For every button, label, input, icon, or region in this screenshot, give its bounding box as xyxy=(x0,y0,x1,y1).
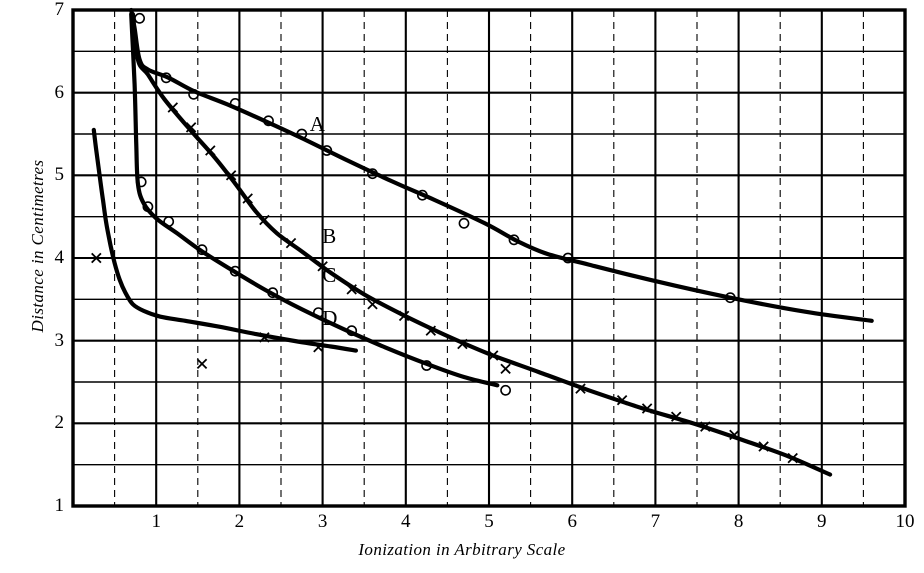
x-tick-label: 8 xyxy=(733,511,744,532)
y-tick-label: 3 xyxy=(54,329,65,351)
marker-circle-c xyxy=(142,201,154,213)
marker-cross-b xyxy=(285,237,297,249)
x-tick-label: 1 xyxy=(151,511,161,532)
marker-circle-a xyxy=(321,145,333,156)
marker-circle-a xyxy=(416,189,428,201)
marker-cross-b xyxy=(670,411,682,422)
curve-c xyxy=(129,12,500,388)
y-tick-label: 6 xyxy=(54,81,65,103)
marker-circle-a xyxy=(296,128,308,140)
marker-cross-b xyxy=(167,102,179,113)
marker-cross-b xyxy=(225,170,237,181)
marker-circle-a xyxy=(562,252,574,264)
marker-cross-b xyxy=(616,394,628,406)
marker-circle-a xyxy=(188,88,199,100)
marker-cross-b xyxy=(367,299,378,310)
marker-cross-d xyxy=(196,358,208,370)
marker-circle-c xyxy=(229,265,241,277)
marker-cross-b xyxy=(346,284,357,295)
marker-circle-c xyxy=(421,360,432,371)
y-tick-label: 2 xyxy=(54,412,65,434)
y-tick-label: 5 xyxy=(54,164,65,186)
marker-circle-c xyxy=(267,287,279,299)
marker-cross-b xyxy=(259,214,270,226)
y-axis-title: Distance in Centimetres xyxy=(28,159,47,333)
marker-cross-b xyxy=(487,350,499,361)
x-tick-label: 10 xyxy=(895,511,915,532)
x-tick-label: 7 xyxy=(650,511,661,532)
curve-label-b: B xyxy=(322,223,337,248)
marker-circle-a xyxy=(134,12,145,24)
y-tick-label: 4 xyxy=(54,247,65,268)
marker-cross-b xyxy=(787,452,798,464)
x-tick-label: 9 xyxy=(817,511,827,532)
curve-b xyxy=(130,12,833,477)
marker-cross-b xyxy=(185,122,197,133)
x-axis-ticks: 1 2 3 4 5 6 7 8 9 10 xyxy=(0,512,924,542)
x-tick-label: 6 xyxy=(567,511,577,532)
x-tick-label: 4 xyxy=(401,511,411,532)
x-tick-label: 2 xyxy=(234,511,245,532)
y-axis-ticks: 1 2 3 4 5 6 7 xyxy=(14,0,65,573)
marker-cross-b xyxy=(425,325,437,336)
marker-circle-a xyxy=(458,217,470,229)
curve-label-a: A xyxy=(309,112,325,137)
marker-cross-b xyxy=(398,310,410,322)
curve-d xyxy=(91,127,358,353)
marker-cross-b xyxy=(641,403,653,414)
curve-label-c: C xyxy=(322,263,337,288)
x-tick-label: 3 xyxy=(317,511,328,532)
y-tick-label: 1 xyxy=(54,495,65,516)
marker-cross-b xyxy=(500,363,511,375)
marker-circle-a xyxy=(508,234,520,246)
marker-circle-c xyxy=(346,325,358,337)
y-tick-label: 7 xyxy=(54,0,65,20)
marker-cross-d xyxy=(313,342,324,353)
curve-label-d: D xyxy=(322,306,338,331)
marker-circle-a xyxy=(724,292,736,304)
marker-cross-b xyxy=(729,429,740,441)
marker-cross-d xyxy=(259,332,270,343)
marker-cross-b xyxy=(317,261,328,272)
x-axis-title: Ionization in Arbitrary Scale xyxy=(358,540,566,559)
marker-circle-a xyxy=(229,98,241,109)
marker-circle-c xyxy=(163,216,175,227)
marker-cross-d xyxy=(91,252,102,264)
marker-cross-b xyxy=(205,145,216,156)
marker-cross-b xyxy=(242,193,253,204)
marker-circle-c xyxy=(196,244,208,256)
marker-circle-a xyxy=(367,168,378,180)
marker-cross-b xyxy=(758,441,769,452)
plot-frame xyxy=(71,8,907,508)
curve-a xyxy=(129,7,874,323)
marker-circle-c xyxy=(500,384,511,396)
marker-circle-c xyxy=(312,307,324,318)
marker-circle-a xyxy=(160,72,172,84)
marker-cross-b xyxy=(700,421,711,432)
x-tick-label: 5 xyxy=(484,511,494,532)
marker-cross-b xyxy=(575,383,586,394)
marker-circle-a xyxy=(263,115,274,127)
marker-cross-b xyxy=(457,338,468,350)
